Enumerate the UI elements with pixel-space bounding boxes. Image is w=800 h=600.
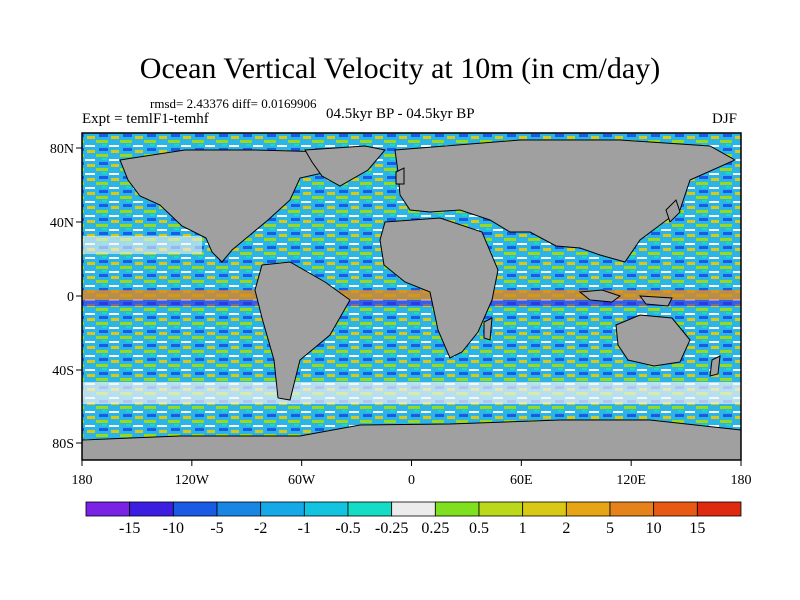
land-layer <box>82 139 741 460</box>
lat-label: 40N <box>50 216 74 231</box>
period-label: 04.5kyr BP - 04.5kyr BP <box>326 106 475 122</box>
colorbar-swatch <box>85 501 131 517</box>
colorbar-label: 2 <box>562 520 570 537</box>
colorbar-swatch <box>216 501 262 517</box>
colorbar: -15 -10 -5 -2 -1 -0.5 -0.25 0.25 0.5 1 2 5 10 15 <box>85 501 742 537</box>
land-antarctica <box>82 419 741 460</box>
land-greenland <box>304 145 386 187</box>
axis-ticks <box>76 147 742 466</box>
colorbar-swatch <box>434 501 480 517</box>
chart-title: Ocean Vertical Velocity at 10m (in cm/da… <box>139 52 661 85</box>
colorbar-label: -15 <box>119 520 140 537</box>
land-madagascar <box>483 317 493 341</box>
lon-label: 180 <box>72 473 93 488</box>
colorbar-swatch <box>303 501 349 517</box>
lon-label: 180 <box>731 473 752 488</box>
axis-labels: 80N 40N 0 40S 80S 180 120W 60W 0 60E 120E 180 <box>50 142 752 488</box>
colorbar-swatch <box>653 501 698 517</box>
colorbar-label: 0.5 <box>469 520 489 537</box>
land-japan <box>665 199 681 223</box>
colorbar-swatch <box>391 501 436 517</box>
colorbar-label: 10 <box>646 520 662 537</box>
colorbar-label: 15 <box>689 520 705 537</box>
colorbar-swatch <box>522 501 567 517</box>
equatorial-downwelling-band <box>82 300 741 306</box>
southern-ocean-band <box>82 382 741 404</box>
land-uk <box>395 167 405 185</box>
colorbar-swatch <box>565 501 611 517</box>
lon-label: 60W <box>288 473 316 488</box>
colorbar-label: 0.25 <box>421 520 449 537</box>
colorbar-swatch <box>260 501 305 517</box>
land-south-america <box>254 261 351 401</box>
equatorial-upwelling-band <box>82 290 741 300</box>
colorbar-label: -0.5 <box>335 520 360 537</box>
colorbar-swatch <box>609 501 655 517</box>
lat-label: 40S <box>52 364 74 379</box>
lat-label: 80S <box>52 437 74 452</box>
colorbar-swatch <box>696 501 742 517</box>
colorbar-label: -2 <box>254 520 267 537</box>
experiment-label: Expt = temlF1-temhf <box>82 111 209 127</box>
colorbar-label: -0.25 <box>375 520 408 537</box>
colorbar-label: -10 <box>163 520 184 537</box>
map-area <box>82 133 741 460</box>
colorbar-label: 5 <box>606 520 614 537</box>
colorbar-label: 1 <box>519 520 527 537</box>
colorbar-swatch <box>347 501 393 517</box>
lat-label: 0 <box>67 290 74 305</box>
colorbar-label: -5 <box>210 520 223 537</box>
colorbar-swatch <box>172 501 218 517</box>
land-papua <box>638 295 673 307</box>
land-new-zealand <box>709 355 721 377</box>
season-label: DJF <box>712 111 738 127</box>
lon-label: 0 <box>408 473 415 488</box>
lon-label: 120W <box>175 473 210 488</box>
land-africa <box>379 217 499 359</box>
lon-label: 120E <box>616 473 646 488</box>
land-australia <box>615 314 691 367</box>
lon-label: 60E <box>510 473 533 488</box>
colorbar-label: -1 <box>298 520 311 537</box>
land-eurasia <box>394 139 737 263</box>
colorbar-swatch <box>478 501 524 517</box>
stats-text: rmsd= 2.43376 diff= 0.0169906 <box>150 96 317 111</box>
north-tropic-band <box>82 236 202 254</box>
lat-label: 80N <box>50 142 74 157</box>
land-indonesia <box>578 289 622 303</box>
colorbar-swatch <box>129 501 174 517</box>
